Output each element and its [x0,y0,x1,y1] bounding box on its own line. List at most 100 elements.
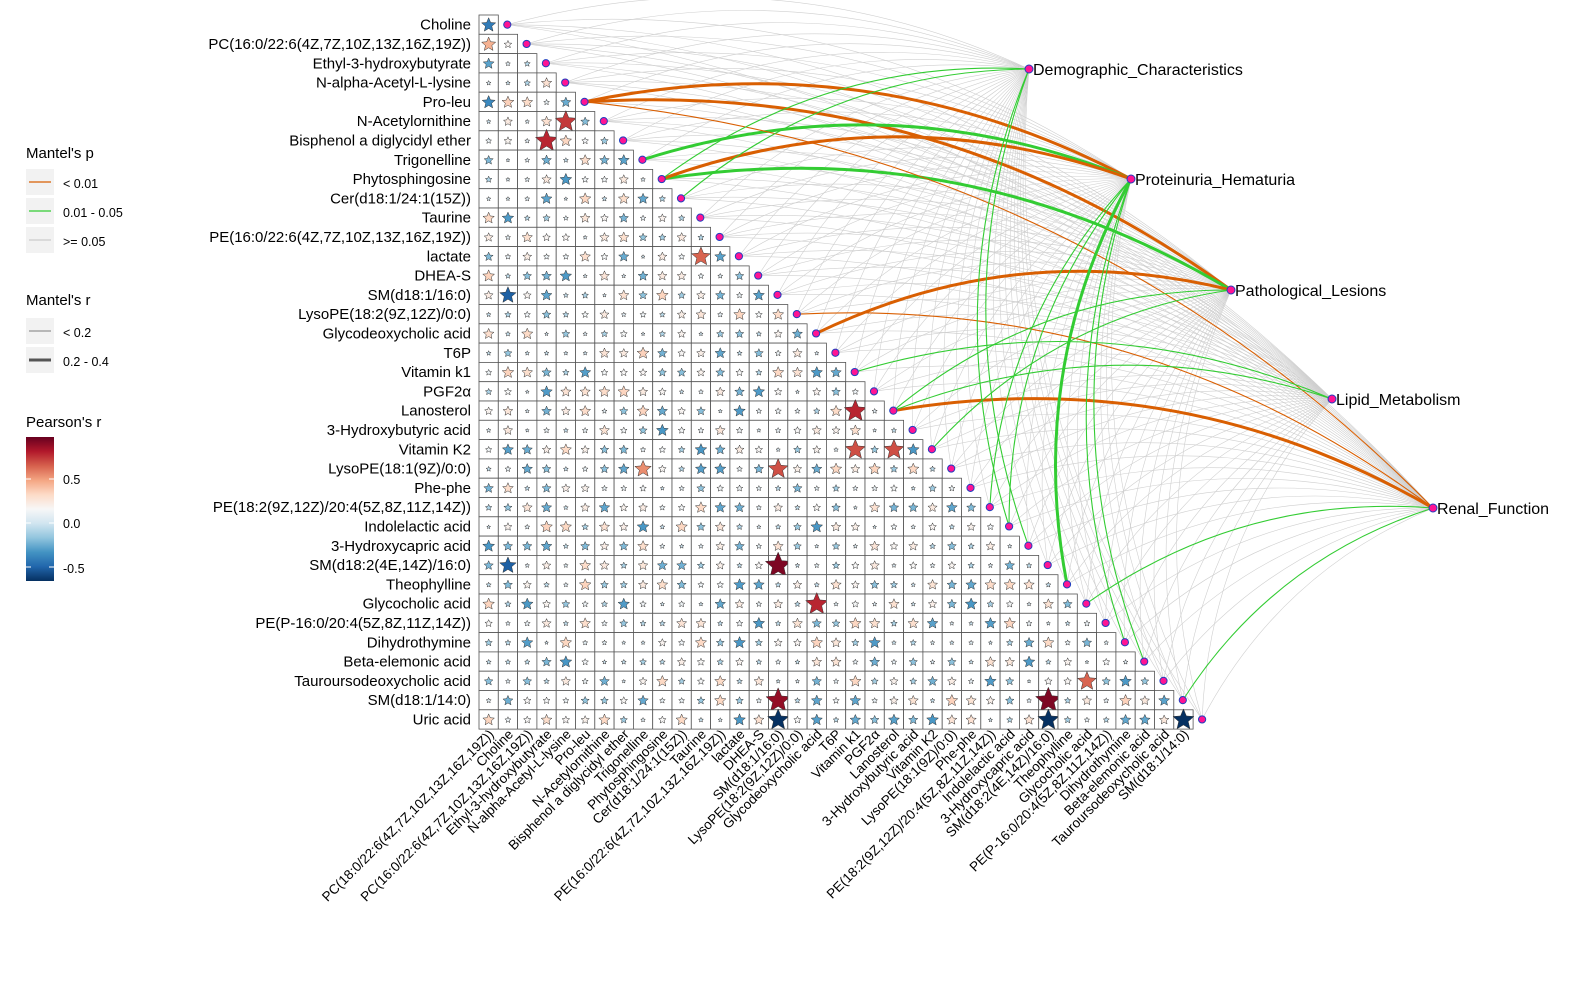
mantel-link-significant [584,101,1434,509]
row-label: DHEA-S [414,268,471,285]
correlation-star [791,366,804,378]
correlation-star [755,407,763,415]
correlation-star [889,464,899,473]
correlation-star [502,694,514,706]
variable-node [599,117,608,126]
correlation-star [927,675,939,687]
correlation-star [637,270,649,281]
mantel-link-significant [661,67,1030,180]
correlation-star [524,350,531,356]
correlation-star [889,484,899,492]
mantel-link [1201,398,1333,720]
correlation-star [910,485,917,491]
correlation-star [697,716,705,723]
correlation-star [504,600,512,608]
correlation-star [554,109,577,132]
correlation-star [1102,716,1110,724]
correlation-star [696,561,706,570]
correlation-star [910,523,917,530]
correlation-star [638,657,648,666]
correlation-star [949,620,955,626]
correlation-star [928,522,938,531]
correlation-star [579,385,591,397]
correlation-star [504,638,512,646]
correlation-star [523,59,531,67]
correlation-star [638,676,648,686]
variable-node [619,136,628,145]
correlation-star [833,446,839,453]
correlation-star [640,176,646,183]
correlation-star [582,234,588,240]
correlation-star [774,349,782,357]
correlation-star [599,695,609,705]
correlation-star [1081,695,1093,706]
variable-node [1062,580,1072,589]
correlation-star [543,581,550,588]
correlation-star [1023,636,1035,648]
correlation-star [481,94,496,109]
row-label: LysoPE(18:2(9Z,12Z)/0:0) [298,306,471,323]
mantel-link-significant [661,135,1132,181]
correlation-star [928,483,937,493]
correlation-star [1081,637,1093,648]
correlation-star [524,195,531,202]
row-label: SM(d18:1/16:0) [368,287,471,304]
mantel-link [603,120,1434,509]
correlation-star [541,367,552,378]
correlation-star [849,674,862,687]
correlation-star [579,404,592,417]
correlation-star [480,17,497,32]
mantel-link [642,159,1333,400]
correlation-star [560,675,572,686]
correlation-star [793,425,802,435]
correlation-star [792,579,803,590]
mantel-link [1106,178,1184,701]
correlation-star [1158,694,1171,706]
mantel-link [1182,398,1333,701]
correlation-star [792,541,802,551]
correlation-star [484,618,493,628]
correlation-star [755,600,763,608]
correlation-star [948,639,955,646]
correlation-star [1064,620,1071,627]
correlation-star [618,521,629,532]
correlation-star [542,599,552,609]
correlation-star [1102,697,1110,704]
correlation-star [618,212,630,223]
correlation-star [794,504,801,511]
correlation-star [733,501,746,513]
correlation-star [657,251,668,262]
correlation-star [560,385,572,397]
row-label: Bisphenol a diglycidyl ether [289,132,471,149]
environment-label: Renal_Function [1437,501,1549,518]
correlation-star [813,581,820,588]
correlation-star [1062,598,1073,609]
correlation-star [524,408,530,414]
mantel-link [700,68,1030,218]
mantel-link [758,266,1333,400]
correlation-star [984,674,997,687]
variable-node [869,387,879,396]
correlation-star [872,427,878,433]
legend-pearson-tick-1: 0.5 [63,473,80,487]
row-label: Beta-elemonic acid [343,654,471,671]
correlation-star [767,708,790,730]
correlation-star [505,196,511,202]
correlation-star [675,713,688,726]
correlation-star [521,501,533,513]
correlation-star [578,578,592,591]
correlation-star [929,658,936,665]
correlation-star [601,292,608,298]
correlation-star [636,346,650,359]
correlation-star [830,366,842,378]
correlation-star [581,310,590,319]
correlation-star [678,388,685,395]
correlation-star [1042,598,1055,609]
correlation-star [851,599,860,608]
correlation-star [658,619,666,627]
correlation-star [600,252,609,261]
variable-node [754,271,763,280]
correlation-star [480,36,497,51]
correlation-star [561,232,571,242]
